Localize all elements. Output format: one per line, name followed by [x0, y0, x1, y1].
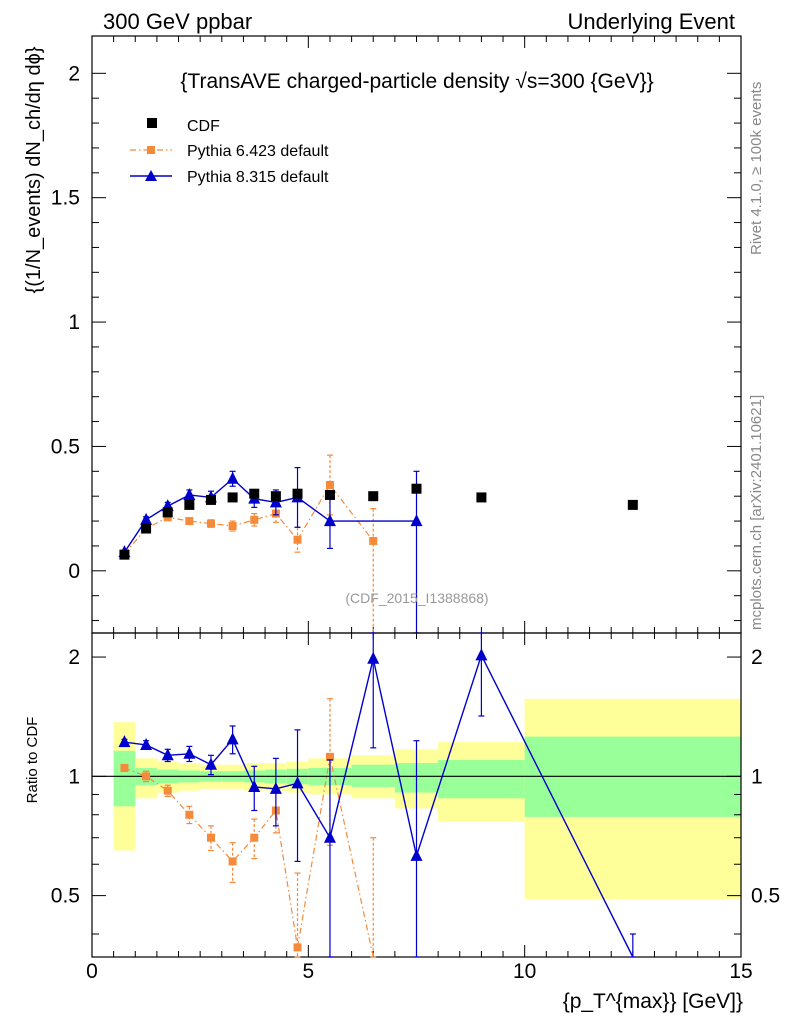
- main-ylabel: {(1/N_events) dN_ch/dη dϕ}: [23, 46, 45, 293]
- pythia6-point: [228, 522, 237, 531]
- pythia6-point: [369, 536, 378, 545]
- ratio-pythia8-point: [410, 848, 423, 861]
- legend-cdf-label: CDF: [187, 118, 220, 135]
- pythia6-point: [325, 480, 334, 489]
- cdf-point: [270, 491, 281, 502]
- y-tick-label: 2: [68, 62, 80, 85]
- cdf-point: [476, 492, 487, 503]
- ratio-pythia8-point: [226, 732, 239, 745]
- legend: CDF Pythia 6.423 default Pythia 8.315 de…: [130, 118, 329, 186]
- legend-pythia6-label: Pythia 6.423 default: [187, 143, 329, 160]
- x-tick-label: 15: [729, 960, 752, 983]
- header-left: 300 GeV ppbar: [103, 9, 252, 34]
- main-plot-panel: 0 0.5 1 1.5 2: [51, 35, 742, 645]
- header-right: Underlying Event: [567, 9, 735, 34]
- ratio-pythia6-point: [228, 857, 237, 866]
- pythia8-point: [140, 512, 153, 525]
- cdf-point: [227, 492, 238, 503]
- ratio-pythia6-point: [163, 786, 172, 795]
- ratio-pythia8-point: [161, 748, 174, 761]
- ratio-pythia8-point: [367, 651, 380, 664]
- pythia8-point: [323, 514, 336, 527]
- pythia6-point: [293, 535, 302, 544]
- ratio-band-inner: [438, 759, 525, 799]
- x-tick-label: 10: [513, 960, 536, 983]
- ratio-pythia8-point: [248, 779, 261, 792]
- ratio-pythia6-point: [325, 752, 334, 761]
- main-title: {TransAVE charged-particle density √s=30…: [180, 70, 653, 93]
- y-tick-label: 0: [68, 560, 80, 583]
- ratio-y-tick-label-right: 2: [751, 646, 763, 669]
- ratio-y-tick-label-right: 1: [751, 765, 763, 788]
- ratio-pythia8-line: [124, 653, 634, 958]
- ratio-y-tick-label: 1: [68, 765, 80, 788]
- pythia6-point: [185, 517, 194, 526]
- x-tick-label: 0: [86, 960, 98, 983]
- ratio-pythia6-point: [185, 810, 194, 819]
- y-tick-label: 1: [68, 311, 80, 334]
- y-tick-label: 1.5: [51, 187, 80, 210]
- ratio-pythia6-point: [206, 833, 215, 842]
- pythia8-point: [183, 487, 196, 500]
- pythia8-point: [410, 514, 423, 527]
- ratio-pythia8-point: [140, 737, 153, 750]
- ratio-ylabel: Ratio to CDF: [24, 717, 41, 804]
- legend-cdf-marker: [147, 118, 157, 128]
- ratio-pythia6-point: [293, 943, 302, 952]
- analysis-id: (CDF_2015_I1388868): [345, 590, 488, 606]
- cdf-point: [627, 499, 638, 510]
- mcplots-label: mcplots.cern.ch [arXiv:2401.10621]: [748, 395, 765, 630]
- ratio-pythia8-point: [323, 830, 336, 843]
- cdf-point: [292, 488, 303, 499]
- pythia6-line: [123, 483, 374, 555]
- cdf-point: [119, 549, 130, 560]
- ratio-pythia8-point: [183, 746, 196, 759]
- ratio-pythia8-point: [269, 781, 282, 794]
- ratio-pythia8-point: [475, 648, 488, 661]
- ratio-pythia8-point: [291, 776, 304, 789]
- ratio-pythia6-point: [142, 772, 151, 781]
- cdf-point: [184, 499, 195, 510]
- legend-pythia8-label: Pythia 8.315 default: [187, 169, 329, 186]
- y-tick-label: 0.5: [51, 435, 80, 458]
- legend-pythia8-marker: [145, 170, 157, 181]
- pythia8-point: [269, 495, 282, 508]
- cdf-point: [162, 507, 173, 518]
- legend-pythia6-marker: [147, 146, 155, 154]
- ratio-band-inner: [113, 750, 136, 807]
- rivet-label: Rivet 4.1.0, ≥ 100k events: [748, 82, 765, 255]
- cdf-point: [205, 494, 216, 505]
- ratio-pythia6-point: [120, 763, 129, 772]
- pythia6-point: [250, 515, 259, 524]
- x-axis-label: {p_T^{max}} [GeV]}: [563, 990, 743, 1013]
- cdf-point: [141, 523, 152, 534]
- ratio-y-tick-label: 0.5: [51, 885, 80, 908]
- cdf-point: [411, 483, 422, 494]
- ratio-y-tick-label-right: 0.5: [751, 885, 780, 908]
- pythia6-point: [206, 519, 215, 528]
- cdf-point: [368, 491, 379, 502]
- ratio-y-tick-label: 2: [68, 646, 80, 669]
- ratio-pythia8-point: [204, 757, 217, 770]
- cdf-point: [324, 489, 335, 500]
- cdf-point: [249, 488, 260, 499]
- x-tick-label: 5: [302, 960, 314, 983]
- ratio-pythia6-point: [250, 833, 259, 842]
- ratio-plot-panel: 0 5 10 15 0.5 0.5 1 1 2 2: [51, 632, 780, 983]
- ratio-pythia8-point: [118, 735, 131, 748]
- pythia8-point: [226, 471, 239, 484]
